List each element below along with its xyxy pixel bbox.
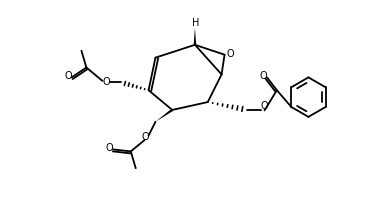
Text: O: O xyxy=(260,102,268,112)
Polygon shape xyxy=(194,28,196,45)
Text: O: O xyxy=(102,77,110,87)
Text: O: O xyxy=(226,49,234,59)
Text: O: O xyxy=(64,71,72,81)
Text: O: O xyxy=(105,144,113,153)
Text: H: H xyxy=(192,18,200,28)
Polygon shape xyxy=(155,109,173,122)
Text: O: O xyxy=(259,71,267,81)
Text: O: O xyxy=(142,132,149,142)
